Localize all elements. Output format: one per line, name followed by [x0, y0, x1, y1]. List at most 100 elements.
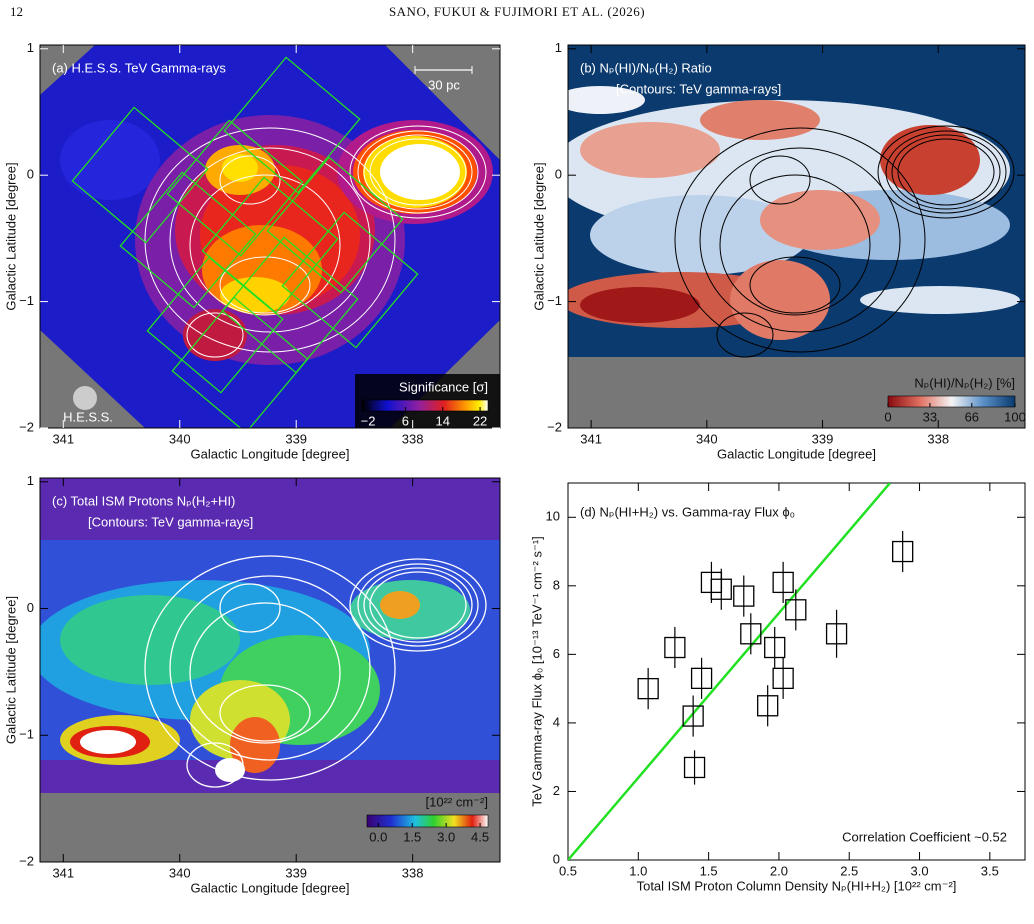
point	[772, 667, 794, 690]
y-tick-label: −1	[19, 293, 34, 308]
colorbar	[887, 395, 1016, 408]
point	[682, 705, 704, 727]
x-axis-label: Total ISM Proton Column Density Nₚ(HI+H₂…	[637, 878, 957, 893]
x-tick-label: 340	[169, 431, 191, 446]
frames	[39, 44, 1026, 863]
point	[690, 667, 713, 690]
point	[733, 585, 755, 607]
colorbar-tick-label: 33	[923, 409, 937, 424]
x-tick-label: 340	[696, 431, 718, 446]
point	[764, 636, 786, 659]
x-axis-label: Galactic Longitude [degree]	[191, 446, 350, 461]
map-b-shape	[580, 287, 700, 323]
y-tick-label: 1	[27, 40, 34, 55]
panel-title: (c) Total ISM Protons Nₚ(H₂+HI)	[52, 493, 235, 508]
y-tick-label: 0	[27, 600, 34, 615]
map-b-shape-shape	[716, 312, 774, 358]
x-tick-label: 1.5	[700, 863, 718, 878]
point	[637, 677, 659, 700]
y-tick-label: 4	[553, 714, 560, 729]
y-tick-label: 0	[27, 167, 34, 182]
x-tick-label: 2.5	[840, 863, 858, 878]
colorbar-tick-label: 0	[884, 409, 891, 424]
y-tick-label: 1	[27, 473, 34, 488]
map-b-shape	[700, 100, 820, 140]
x-axis-label: Galactic Longitude [degree]	[717, 446, 876, 461]
map-a-shape-shape	[219, 155, 281, 205]
map-c-shape-shape	[369, 571, 467, 639]
x-tick-label: 338	[402, 431, 424, 446]
map-b-shape	[674, 125, 1015, 358]
y-axis-label: Galactic Latitude [degree]	[3, 596, 18, 744]
x-tick-label: 341	[580, 431, 602, 446]
frames-shape	[567, 482, 1026, 861]
point	[892, 540, 914, 563]
panel-title: (b) Nₚ(HI)/Nₚ(H₂) Ratio	[580, 60, 712, 75]
y-tick-label: −2	[19, 853, 34, 868]
map-a-shape-shape	[169, 147, 371, 333]
map-a-shape-shape	[219, 256, 311, 314]
y-axis-label: Galactic Latitude [degree]	[531, 162, 546, 310]
map-a-shape	[222, 154, 258, 182]
map-b-shape-shape	[897, 138, 995, 206]
x-tick-label: 339	[285, 865, 307, 880]
colorbar-tick-label: 3.0	[437, 829, 455, 844]
map-c-shape-shape	[219, 583, 281, 633]
x-tick-label: 0.5	[559, 863, 577, 878]
map-a-shape-shape	[146, 256, 284, 394]
x-tick-label: 341	[52, 431, 74, 446]
colorbar-tick-label: 100	[1004, 409, 1026, 424]
map-c-shape-shape	[169, 575, 371, 761]
page-number: 12	[10, 4, 23, 19]
x-tick-label: 338	[402, 865, 424, 880]
map-a-shape-shape	[71, 106, 209, 244]
frames-shape	[39, 44, 501, 429]
colorbar-tick-label: 22	[473, 413, 487, 428]
y-tick-label: −2	[547, 419, 562, 434]
map-c-shape	[80, 730, 136, 754]
colorbar-tick-label: 1.5	[403, 829, 421, 844]
colorbar-tick-label: 6	[402, 413, 409, 428]
point	[683, 756, 706, 779]
map-c	[40, 478, 500, 862]
colorbar-tick-label: 14	[435, 413, 449, 428]
map-c-shape-shape	[363, 567, 473, 643]
map-a-shape-shape	[171, 296, 309, 428]
map-c-shape-shape	[357, 563, 479, 647]
map-b-shape-shape	[674, 127, 926, 353]
x-axis-label: Galactic Longitude [degree]	[191, 880, 350, 895]
colorbar-label: Significance [σ]	[399, 379, 488, 394]
map-a-shape	[380, 144, 460, 200]
map-b	[568, 45, 1025, 428]
x-tick-label: 338	[927, 431, 949, 446]
map-a-shape	[73, 386, 97, 410]
map-a-shape-shape	[223, 56, 361, 194]
map-c-shape	[144, 555, 487, 788]
fit-line	[568, 483, 891, 860]
map-a-shape-shape	[357, 130, 479, 214]
map-a-shape-shape	[369, 138, 467, 206]
map-a-shape-shape	[349, 125, 487, 219]
chart-title: (d) Nₚ(HI+H₂) vs. Gamma-ray Flux ϕ₀	[580, 504, 795, 519]
map-a-shape-shape	[266, 156, 404, 294]
map-c-shape	[380, 591, 420, 619]
y-tick-label: −1	[547, 293, 562, 308]
colorbar-tick-label: 66	[965, 409, 979, 424]
map-b-shape-shape	[749, 155, 811, 205]
panel-title: (a) H.E.S.S. TeV Gamma-rays	[52, 60, 226, 75]
x-tick-label: 2.0	[770, 863, 788, 878]
map-a	[40, 45, 500, 428]
map-a-shape	[60, 120, 160, 200]
point	[757, 695, 779, 717]
y-axis-label: Galactic Latitude [degree]	[3, 162, 18, 310]
point	[740, 623, 762, 645]
colorbar-label: [10²² cm⁻²]	[426, 794, 488, 809]
map-a-shape	[144, 125, 487, 358]
map-b-shape	[580, 122, 720, 178]
x-tick-label: 339	[285, 431, 307, 446]
x-tick-label: 3.0	[910, 863, 928, 878]
map-a-shape-shape	[144, 127, 396, 353]
x-tick-label: 3.5	[981, 863, 999, 878]
